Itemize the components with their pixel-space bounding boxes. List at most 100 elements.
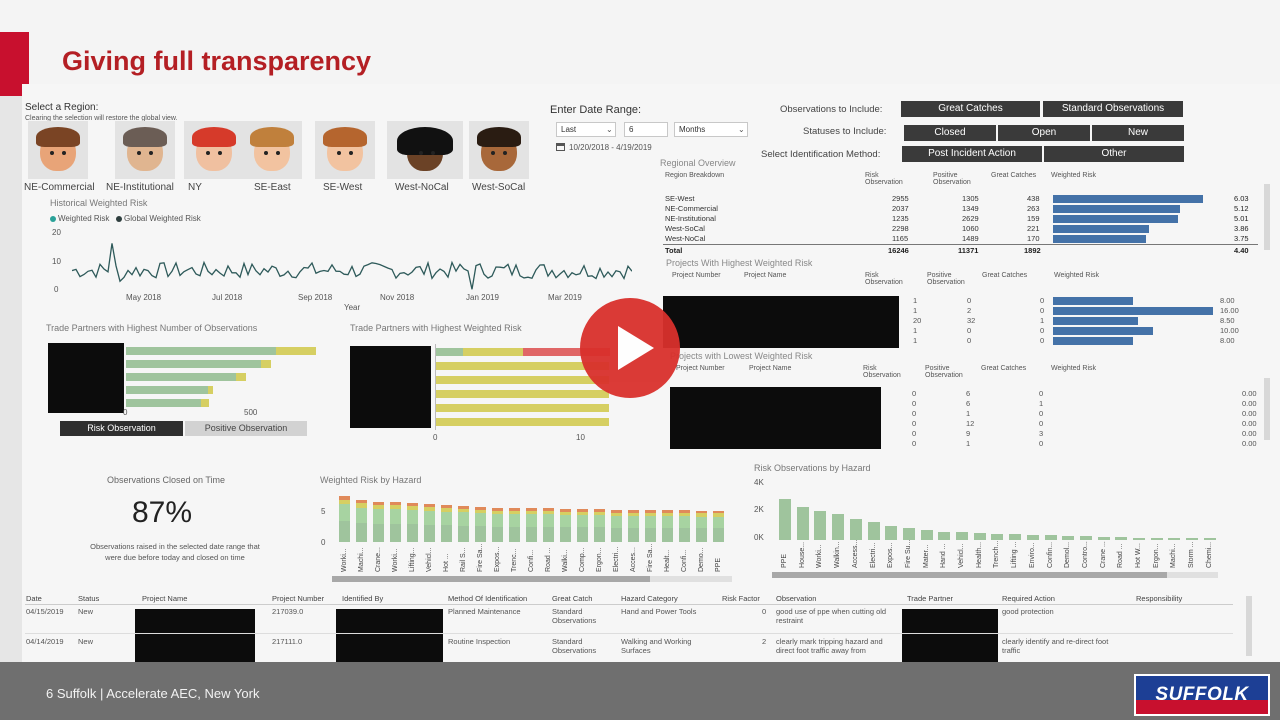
great-catches-cell: 0: [1039, 439, 1044, 448]
weighted-risk-value: 5.12: [1234, 204, 1249, 213]
tab-risk-observation[interactable]: Risk Observation: [60, 421, 183, 436]
col-header: Hazard Category: [621, 594, 678, 603]
region-avatar[interactable]: [115, 121, 175, 179]
obs-bar: [832, 514, 845, 540]
tab-positive-observation[interactable]: Positive Observation: [185, 421, 307, 436]
hazard-label: Mater...: [922, 544, 930, 568]
great-catches-cell: 221: [1027, 224, 1040, 233]
weighted-risk-bar: [1053, 195, 1203, 203]
detail-scrollbar[interactable]: [1246, 596, 1252, 656]
hazard-label: Expos...: [887, 542, 895, 568]
bar-yellow: [645, 510, 656, 516]
bar-green: [407, 503, 418, 525]
col-header: Observation: [776, 594, 817, 603]
hazard-label: Enviro...: [1028, 542, 1036, 568]
risk-obs-cell: 1: [913, 296, 918, 305]
obs-bar: [1203, 538, 1216, 540]
bar-green-base: [356, 523, 367, 542]
region-label[interactable]: West-SoCal: [472, 182, 526, 193]
bar-orange: [441, 505, 452, 508]
status-new-button[interactable]: New: [1092, 125, 1184, 141]
chevron-down-icon[interactable]: ⌄: [606, 125, 613, 134]
bar-yellow: [577, 509, 588, 515]
region-avatar[interactable]: [315, 121, 375, 179]
positive-obs-cell: 6: [966, 399, 971, 408]
great-catches-cell: 159: [1027, 214, 1040, 223]
hazard-label: Demol...: [1064, 541, 1072, 568]
bar-green-base: [543, 526, 554, 542]
calendar-icon[interactable]: [556, 143, 565, 151]
bar-segment: [201, 399, 209, 407]
hazard-label: Acces...: [630, 547, 637, 572]
post-incident-action-button[interactable]: Post Incident Action: [902, 146, 1042, 162]
play-button[interactable]: [580, 298, 680, 398]
bar-green-base: [628, 527, 639, 542]
y-tick: 20: [52, 228, 61, 237]
region-label[interactable]: SE-East: [254, 182, 291, 193]
col-header: Great Catches: [982, 272, 1028, 279]
other-method-button[interactable]: Other: [1044, 146, 1184, 162]
bar-positive: [126, 373, 236, 381]
hazard-label: House...: [798, 541, 806, 568]
status-include-label: Statuses to Include:: [803, 126, 887, 137]
count-input[interactable]: 6: [624, 122, 668, 137]
unit-select[interactable]: Months: [674, 122, 748, 137]
region-label[interactable]: SE-West: [323, 182, 363, 193]
region-avatar[interactable]: [28, 121, 88, 179]
region-label[interactable]: NE-Commercial: [24, 182, 95, 193]
hazard-risk-scrollbar[interactable]: [332, 576, 732, 582]
status-open-button[interactable]: Open: [998, 125, 1090, 141]
hazard-label: Crane ...: [1099, 541, 1107, 568]
status-cell: New: [78, 637, 94, 646]
hazard-label: Worki...: [341, 548, 348, 572]
region-avatar[interactable]: [469, 121, 529, 179]
region-avatar[interactable]: [387, 121, 463, 179]
great-catches-button[interactable]: Great Catches: [901, 101, 1040, 117]
hazard-label: Comp...: [579, 547, 586, 572]
hair-shape: [123, 127, 167, 147]
historical-title: Historical Weighted Risk: [50, 198, 148, 208]
status-closed-button[interactable]: Closed: [904, 125, 996, 141]
region-avatar[interactable]: [242, 121, 302, 179]
region-label[interactable]: NY: [188, 182, 202, 193]
region-label[interactable]: West-NoCal: [395, 182, 449, 193]
project-number-cell: 217039.0: [272, 607, 304, 616]
risk-obs-cell: 0: [912, 389, 917, 398]
col-header: Region Breakdown: [665, 172, 725, 179]
region-name-cell: West-SoCal: [665, 224, 705, 233]
bar-orange: [390, 502, 401, 505]
lowest-scrollbar[interactable]: [1264, 378, 1270, 440]
hazard-label: Trench...: [993, 540, 1001, 568]
col-header: Risk Observation: [865, 172, 903, 186]
eye-icon: [503, 151, 507, 155]
hazard-label: Vehicl...: [426, 547, 433, 572]
col-header: Responsibility: [1136, 594, 1183, 603]
hazard-cell: Walking and Working Surfaces: [621, 637, 692, 655]
hazard-label: Road ...: [1117, 543, 1125, 568]
hazard-label: Lifting ...: [1011, 541, 1019, 568]
bar-green: [713, 511, 724, 529]
bar-green: [696, 511, 707, 529]
date-title: Enter Date Range:: [550, 104, 642, 116]
region-name-cell: SE-West: [665, 194, 695, 203]
hazard-label: Hot ...: [443, 553, 450, 572]
standard-observations-button[interactable]: Standard Observations: [1043, 101, 1183, 117]
obs-include-label: Observations to Include:: [780, 104, 883, 115]
hazard-obs-scrollbar[interactable]: [772, 572, 1218, 578]
regional-scrollbar[interactable]: [1264, 184, 1270, 250]
legend-dot-icon: [50, 216, 56, 222]
bar-green-base: [679, 527, 690, 542]
period-select[interactable]: Last: [556, 122, 616, 137]
redacted-logos: [48, 343, 124, 413]
chevron-down-icon[interactable]: ⌄: [738, 125, 745, 134]
bar-green: [679, 510, 690, 528]
total-catches: 1892: [1024, 246, 1041, 255]
region-label[interactable]: NE-Institutional: [106, 182, 174, 193]
bar-green-base: [526, 526, 537, 542]
hair-shape: [192, 127, 236, 147]
redacted-trade-partner: [902, 639, 998, 662]
col-header: Required Action: [1002, 594, 1055, 603]
positive-obs-cell: 0: [967, 336, 972, 345]
hazard-label: Vehicl...: [958, 543, 965, 568]
region-avatar[interactable]: [184, 121, 244, 179]
